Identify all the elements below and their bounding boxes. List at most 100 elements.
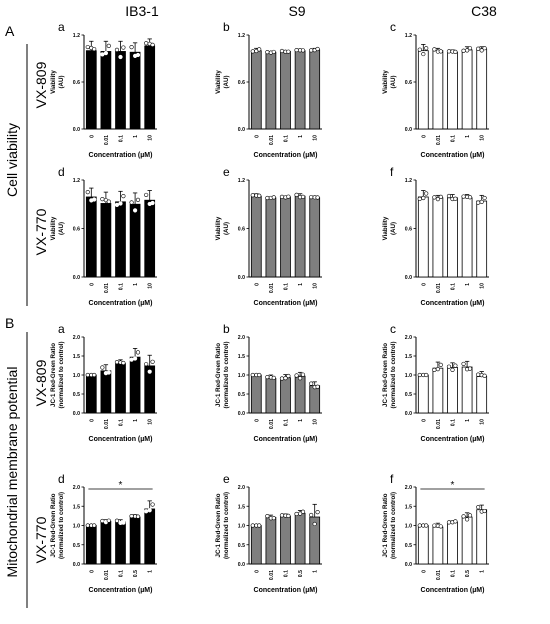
x-tick-label: 0 (254, 570, 260, 573)
x-axis-label: Concentration (µM) (421, 436, 485, 443)
y-tick-label: 0.0 (405, 562, 412, 568)
x-tick-label: 0.01 (436, 419, 442, 429)
replicate-dot (250, 193, 255, 198)
bar-0_1 (280, 51, 291, 130)
replicate-dot (446, 193, 452, 199)
replicate-dot (114, 202, 120, 207)
replicate-dot (461, 48, 466, 53)
y-tick-label: 2.0 (405, 335, 412, 341)
replicate-dot (150, 359, 155, 364)
chart-b-e: e 0.0 0.5 1.0 1.5 2.0 JC-1 Red-Green Ratio (nor… (215, 472, 322, 594)
y-tick-label: 0.0 (405, 127, 412, 133)
x-tick-label: 0.1 (451, 419, 457, 426)
replicate-dot (315, 46, 320, 52)
y-axis-label: JC-1 Red-Green Ratio (50, 343, 57, 407)
replicate-dot (121, 520, 126, 525)
replicate-dot (279, 513, 285, 518)
x-tick-label: 0 (421, 135, 427, 138)
bar-0_01 (265, 51, 277, 130)
replicate-dot (467, 46, 473, 51)
replicate-dot (150, 502, 155, 507)
x-tick-label: 0.1 (284, 419, 290, 426)
x-tick-label: 10 (313, 135, 319, 141)
bar-0_1 (280, 196, 291, 278)
x-tick-label: 0.1 (451, 570, 457, 577)
x-axis-label: Concentration (µM) (254, 152, 318, 159)
x-tick-label: 1 (298, 419, 304, 422)
x-tick-label: 1 (480, 570, 486, 573)
y-tick-label: 1.2 (238, 33, 245, 39)
chart-a-e: e 0.0 0.6 1.2 Viability (AU) 0 0.01 0.1 1 10 Concen… (215, 165, 322, 307)
bar-0_1 (447, 366, 458, 414)
y-tick-label: 0.5 (73, 392, 80, 398)
replicate-dot (315, 384, 320, 389)
bar-0_5 (294, 512, 306, 565)
replicate-dot (257, 47, 262, 52)
y-axis-label: Viability (382, 70, 389, 94)
replicate-dot (279, 376, 285, 381)
replicate-dot (446, 364, 452, 369)
section-a-label: A (5, 23, 15, 39)
x-tick-label: 0.01 (436, 283, 442, 293)
bar-0_1 (447, 51, 458, 130)
column-header-c38: C38 (471, 3, 497, 19)
bar-0 (250, 525, 262, 565)
section-b-label: B (5, 315, 14, 331)
x-tick-label: 0.01 (104, 570, 110, 580)
replicate-dot (279, 48, 285, 54)
replicate-dot (265, 514, 270, 519)
x-tick-label: 0 (254, 419, 260, 422)
replicate-dot (121, 194, 126, 199)
y-tick-label: 2.0 (238, 335, 245, 341)
replicate-dot (482, 373, 487, 378)
x-axis-label: Concentration (µM) (421, 300, 485, 307)
replicate-dot (424, 46, 429, 51)
replicate-dot (150, 200, 155, 206)
replicate-dot (294, 511, 299, 517)
x-tick-label: 0.01 (104, 419, 110, 429)
y-tick-label: 1.5 (405, 354, 412, 360)
x-tick-label: 0.1 (451, 283, 457, 290)
y-axis-label-unit: (normalized to control) (58, 492, 65, 559)
bar-0_1 (115, 521, 126, 565)
x-axis-label: Concentration (µM) (254, 436, 318, 443)
replicate-dot (438, 49, 443, 54)
x-tick-label: 0.01 (436, 135, 442, 145)
chart-a-c: c 0.0 0.6 1.2 Viability (AU) 0 0.01 0.1 1 10 Concen… (382, 20, 489, 159)
x-tick-label: 0.1 (119, 419, 125, 426)
bar-0 (250, 195, 262, 278)
y-axis-label-unit: (AU) (223, 222, 230, 235)
bar-0_01 (265, 378, 277, 414)
replicate-dot (482, 195, 487, 201)
x-tick-label: 1 (298, 283, 304, 286)
bar-0_01 (432, 50, 444, 130)
bar-0_01 (432, 367, 444, 414)
bar-0_1 (115, 51, 126, 130)
y-tick-label: 2.0 (405, 485, 412, 491)
replicate-dot (133, 208, 138, 213)
chart-b-c: c 0.0 0.5 1.0 1.5 2.0 JC-1 Red-Green Ratio (nor… (382, 322, 489, 443)
replicate-dot (144, 192, 149, 198)
bar-0_01 (265, 197, 277, 278)
y-tick-label: 1.2 (405, 178, 412, 184)
y-axis-label-unit: (AU) (223, 75, 230, 88)
x-tick-label: 0 (254, 135, 260, 138)
x-tick-label: 10 (480, 419, 486, 425)
x-tick-label: 10 (313, 283, 319, 289)
panel-letter-a-a: a (58, 20, 65, 34)
replicate-dot (465, 517, 470, 522)
x-tick-label: 0.1 (284, 570, 290, 577)
bar-0_01 (100, 51, 112, 130)
x-axis-label: Concentration (µM) (254, 300, 318, 307)
replicate-dot (421, 195, 426, 201)
replicate-dot (85, 190, 90, 195)
replicate-dot (100, 52, 105, 57)
replicate-dot (424, 191, 429, 196)
x-tick-label: 0.5 (465, 570, 471, 577)
x-tick-label: 10 (313, 419, 319, 425)
bar-0_01 (432, 526, 444, 565)
row-label-a-vx809: VX-809 (33, 61, 49, 108)
bar-1 (129, 356, 141, 414)
replicate-dot (279, 194, 285, 199)
